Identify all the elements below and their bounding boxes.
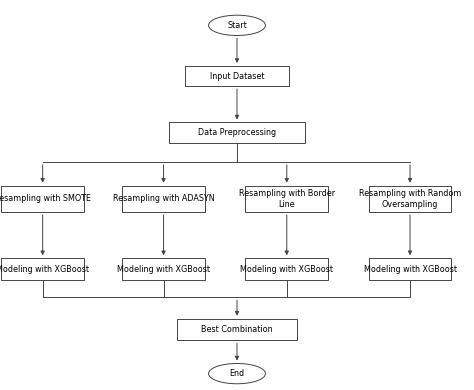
FancyBboxPatch shape [246,258,328,280]
Text: Data Preprocessing: Data Preprocessing [198,128,276,137]
Text: Resampling with Border
Line: Resampling with Border Line [239,189,335,209]
Text: Best Combination: Best Combination [201,325,273,334]
Text: Start: Start [227,21,247,30]
Text: Modeling with XGBoost: Modeling with XGBoost [117,264,210,274]
Text: Resampling with Random
Oversampling: Resampling with Random Oversampling [359,189,461,209]
Text: Modeling with XGBoost: Modeling with XGBoost [364,264,456,274]
FancyBboxPatch shape [122,258,205,280]
Text: Resampling with ADASYN: Resampling with ADASYN [113,194,214,204]
FancyBboxPatch shape [368,186,451,212]
FancyBboxPatch shape [122,186,205,212]
Text: Resampling with SMOTE: Resampling with SMOTE [0,194,91,204]
Text: Modeling with XGBoost: Modeling with XGBoost [0,264,89,274]
FancyBboxPatch shape [368,258,451,280]
FancyBboxPatch shape [176,319,298,340]
FancyBboxPatch shape [185,66,289,86]
Ellipse shape [209,15,265,35]
FancyBboxPatch shape [1,258,84,280]
FancyBboxPatch shape [170,122,304,143]
Text: Modeling with XGBoost: Modeling with XGBoost [240,264,333,274]
Text: Input Dataset: Input Dataset [210,71,264,81]
FancyBboxPatch shape [246,186,328,212]
Text: End: End [229,369,245,378]
Ellipse shape [209,363,265,384]
FancyBboxPatch shape [1,186,84,212]
